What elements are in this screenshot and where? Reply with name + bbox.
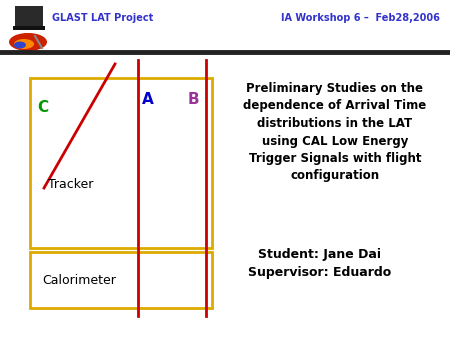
- Bar: [30, 252, 212, 308]
- Text: C: C: [37, 100, 48, 115]
- Bar: [13, 26, 45, 30]
- Bar: [30, 78, 212, 248]
- Text: Calorimeter: Calorimeter: [42, 273, 116, 287]
- Ellipse shape: [9, 33, 47, 51]
- Text: GLAST LAT Project: GLAST LAT Project: [52, 13, 153, 23]
- Ellipse shape: [14, 42, 26, 48]
- Text: Tracker: Tracker: [48, 178, 94, 192]
- Text: IA Workshop 6 –  Feb28,2006: IA Workshop 6 – Feb28,2006: [281, 13, 440, 23]
- Ellipse shape: [14, 39, 34, 49]
- Text: Preliminary Studies on the
dependence of Arrival Time
distributions in the LAT
u: Preliminary Studies on the dependence of…: [243, 82, 427, 183]
- Bar: [15, 6, 43, 26]
- Text: A: A: [142, 92, 154, 107]
- Text: Student: Jane Dai
Supervisor: Eduardo: Student: Jane Dai Supervisor: Eduardo: [248, 248, 392, 279]
- Text: B: B: [188, 92, 200, 107]
